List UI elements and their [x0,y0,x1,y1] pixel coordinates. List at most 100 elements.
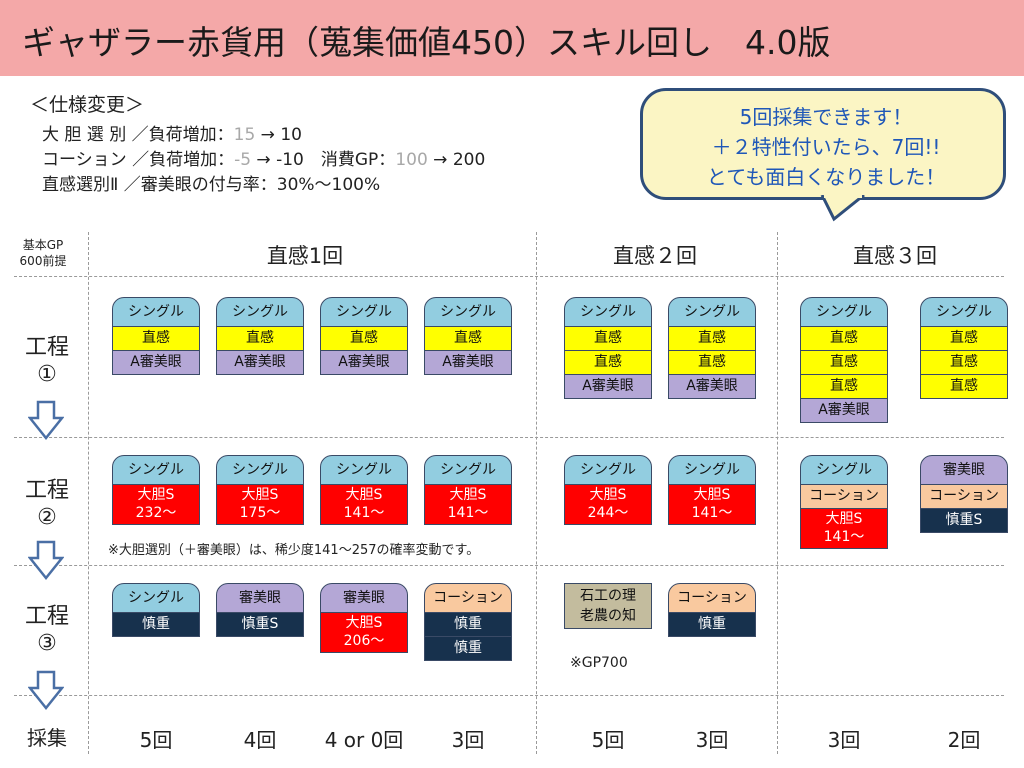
skill-cousion: コーション [800,485,888,509]
spec-gp-old: 100 [395,150,428,170]
step-label-3: 工程 ③ [18,603,76,657]
skill-single: シングル [668,297,756,327]
skill-shinbi: 審美眼 [920,455,1008,485]
skill-daitan-value: 141～ [823,529,865,545]
skill-chokkan: 直感 [320,327,408,351]
skill-card: シングル 大胆S 244～ [564,455,652,525]
skill-card: シングル コーション 大胆S 141～ [800,455,888,549]
skill-card: シングル 直感 直感 A審美眼 [564,297,652,399]
grid-line [88,232,89,754]
skill-chokkan: 直感 [920,327,1008,351]
column-header-3: 直感３回 [853,244,937,268]
step-label-text: 工程 [24,604,69,629]
gather-count: 3回 [827,728,861,752]
skill-daitan-value: 206～ [343,633,385,649]
skill-single: シングル [320,297,408,327]
grid-line [14,565,1004,566]
skill-chokkan: 直感 [112,327,200,351]
skill-daitan: 大胆S 175～ [216,485,304,525]
skill-card: シングル 大胆S 141～ [424,455,512,525]
skill-card: コーション 慎重 慎重 [424,583,512,661]
skill-single: シングル [424,297,512,327]
skill-a-shinbi: A審美眼 [424,351,512,375]
skill-card: 審美眼 慎重S [216,583,304,637]
skill-rono-label: 老農の知 [580,608,636,624]
skill-card: シングル 直感 A審美眼 [112,297,200,375]
skill-single: シングル [320,455,408,485]
gather-count: 3回 [451,728,485,752]
column-header-1: 直感1回 [266,244,344,268]
down-arrow-icon [28,400,64,440]
gather-count: 5回 [591,728,625,752]
skill-chokkan: 直感 [216,327,304,351]
skill-card: シングル 慎重 [112,583,200,637]
step-label-1: 工程 ① [18,334,76,388]
spec-arrow: → [251,150,277,170]
skill-card: シングル 大胆S 141～ [320,455,408,525]
skill-a-shinbi: A審美眼 [216,351,304,375]
skill-single: シングル [920,297,1008,327]
skill-chokkan: 直感 [920,351,1008,375]
page-title: ギャザラー赤貨用（蒐集価値450）スキル回し 4.0版 [22,23,831,62]
step-label-number: ② [37,505,57,530]
spec-skill-name: コーション ／負荷増加： [42,150,235,170]
bubble-line-2: ＋２特性付いたら、7回!! [711,135,941,159]
skill-chokkan: 直感 [564,351,652,375]
step-label-number: ① [37,362,57,387]
skill-chokkan: 直感 [800,351,888,375]
skill-daitan-label: 大胆S [345,615,383,631]
skill-shincho: 慎重 [112,613,200,637]
down-arrow-icon [28,670,64,710]
skill-daitan-value: 175～ [239,505,281,521]
spec-skill-name: 大 胆 選 別 ／負荷増加： [42,125,234,145]
skill-chokkan: 直感 [920,375,1008,399]
skill-chokkan: 直感 [800,327,888,351]
speech-bubble: 5回採集できます！ ＋２特性付いたら、7回!! とても面白くなりました！ [640,88,1006,200]
skill-single: シングル [800,455,888,485]
skill-daitan-value: 141～ [343,505,385,521]
skill-daitan-label: 大胆S [825,511,863,527]
skill-daitan-label: 大胆S [589,487,627,503]
skill-daitan-label: 大胆S [693,487,731,503]
step-label-2: 工程 ② [18,477,76,531]
spec-line-daitan: 大 胆 選 別 ／負荷増加：15 → 10 [42,120,302,145]
skill-a-shinbi: A審美眼 [800,399,888,423]
spec-gp-new: 200 [452,150,486,170]
skill-ishi-label: 石工の理 [580,588,636,604]
grid-line [777,232,778,754]
gp-note: ※GP700 [570,655,628,671]
skill-single: シングル [668,455,756,485]
skill-daitan-label: 大胆S [241,487,279,503]
spec-line-chokkan: 直感選別Ⅱ ／審美眼の付与率：30%～100% [42,175,381,195]
skill-single: シングル [564,455,652,485]
skill-card: シングル 大胆S 232～ [112,455,200,525]
skill-card: シングル 直感 直感 A審美眼 [668,297,756,399]
skill-a-shinbi: A審美眼 [320,351,408,375]
skill-daitan-value: 232～ [135,505,177,521]
gather-count: 4 or 0回 [324,728,404,752]
spec-heading: ＜仕様変更＞ [30,94,145,116]
grid-line [14,276,1004,277]
skill-daitan: 大胆S 141～ [668,485,756,525]
skill-chokkan: 直感 [800,375,888,399]
skill-single: シングル [424,455,512,485]
skill-daitan: 大胆S 141～ [320,485,408,525]
skill-shinbi: 審美眼 [216,583,304,613]
skill-shincho: 慎重 [668,613,756,637]
skill-cousion: コーション [424,583,512,613]
skill-daitan: 大胆S 141～ [800,509,888,549]
spec-arrow: → [255,125,281,145]
skill-shincho: 慎重 [424,613,512,637]
skill-shinbi: 審美眼 [320,583,408,613]
skill-daitan: 大胆S 232～ [112,485,200,525]
skill-card: 審美眼 コーション 慎重S [920,455,1008,533]
skill-a-shinbi: A審美眼 [564,375,652,399]
skill-single: シングル [216,455,304,485]
skill-card: シングル 大胆S 175～ [216,455,304,525]
skill-card: シングル 直感 直感 直感 A審美眼 [800,297,888,423]
skill-card: シングル 直感 A審美眼 [320,297,408,375]
skill-chokkan: 直感 [564,327,652,351]
skill-a-shinbi: A審美眼 [668,375,756,399]
skill-cousion: コーション [920,485,1008,509]
skill-card: コーション 慎重 [668,583,756,637]
